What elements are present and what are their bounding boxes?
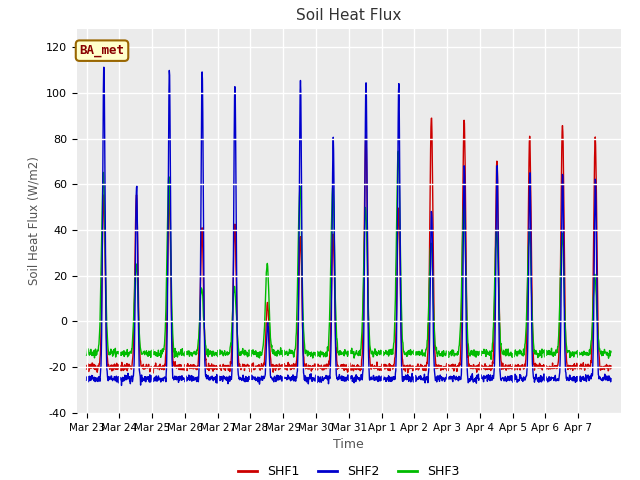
SHF1: [607, 363, 615, 369]
X-axis label: Time: Time: [333, 438, 364, 451]
SHF2: [118, 383, 125, 388]
SHF3: [601, 349, 609, 355]
SHF2: [607, 376, 615, 382]
SHF2: [550, 376, 557, 382]
SHF3: [607, 348, 615, 354]
SHF2: [601, 371, 609, 377]
Title: Soil Heat Flux: Soil Heat Flux: [296, 9, 401, 24]
Line: SHF1: SHF1: [86, 118, 611, 373]
SHF2: [100, 64, 108, 70]
SHF2: [83, 377, 90, 383]
SHF2: [326, 374, 333, 380]
SHF1: [473, 369, 481, 375]
SHF3: [164, 175, 172, 180]
SHF3: [395, 148, 403, 154]
SHF2: [335, 372, 343, 377]
SHF1: [165, 195, 173, 201]
SHF3: [83, 352, 90, 358]
SHF3: [472, 348, 480, 354]
SHF3: [487, 357, 495, 362]
SHF1: [325, 362, 333, 368]
SHF1: [149, 370, 157, 376]
Y-axis label: Soil Heat Flux (W/m2): Soil Heat Flux (W/m2): [28, 156, 40, 285]
SHF1: [335, 364, 343, 370]
Line: SHF3: SHF3: [86, 151, 611, 360]
Line: SHF2: SHF2: [86, 67, 611, 385]
SHF3: [550, 352, 557, 358]
SHF2: [166, 68, 173, 73]
Text: BA_met: BA_met: [79, 44, 125, 57]
Legend: SHF1, SHF2, SHF3: SHF1, SHF2, SHF3: [234, 460, 464, 480]
SHF3: [325, 335, 333, 340]
SHF1: [601, 363, 609, 369]
SHF3: [335, 352, 342, 358]
SHF1: [83, 366, 90, 372]
SHF2: [473, 374, 481, 380]
SHF1: [550, 365, 557, 371]
SHF1: [428, 115, 435, 121]
